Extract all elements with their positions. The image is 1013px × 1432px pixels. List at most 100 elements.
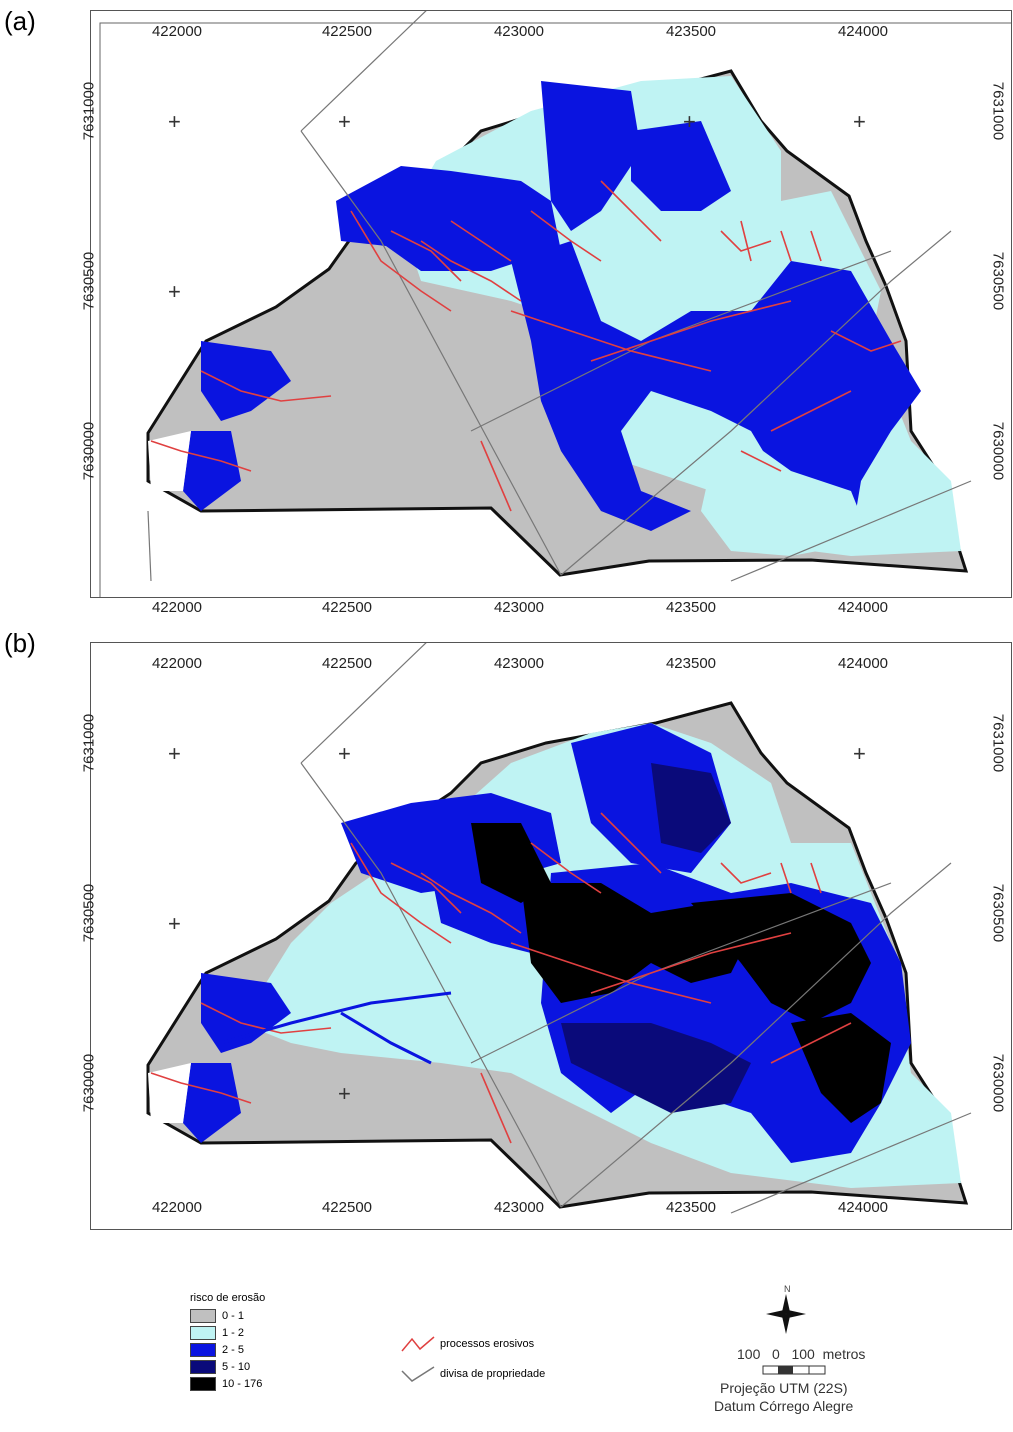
legend-class-label: 1 - 2 xyxy=(222,1327,245,1339)
north-arrow-icon xyxy=(766,1294,806,1334)
x-tick-top: 424000 xyxy=(837,655,889,672)
x-tick-bottom: 424000 xyxy=(837,599,889,616)
x-tick-top: 423000 xyxy=(493,655,545,672)
legend-line-property: divisa de propriedade xyxy=(400,1365,545,1383)
erosion-line-icon xyxy=(401,1336,435,1352)
drainage-lines-b xyxy=(220,991,452,1065)
y-tick-left: 7631000 xyxy=(80,713,98,773)
property-line-a5 xyxy=(730,480,972,582)
x-tick-top: 422000 xyxy=(151,23,203,40)
north-label: N xyxy=(784,1284,791,1294)
y-tick-left: 7630500 xyxy=(80,251,98,311)
property-line-a6 xyxy=(147,510,152,582)
property-line-b2 xyxy=(300,762,562,1208)
zone-b-dark3 xyxy=(521,883,751,1003)
zone-b-dark1 xyxy=(651,763,731,853)
zone-b-dark5 xyxy=(561,1023,751,1113)
legend-line-erosion: processos erosivos xyxy=(400,1335,534,1353)
y-tick-right: 7630000 xyxy=(989,1053,1007,1113)
grid-cross: + xyxy=(683,109,696,134)
y-tick-right: 7630500 xyxy=(989,883,1007,943)
grid-cross: + xyxy=(168,109,181,134)
map-a-canvas xyxy=(99,11,1011,597)
grid-cross: + xyxy=(853,109,866,134)
x-tick-top: 422500 xyxy=(321,23,373,40)
map-b-canvas xyxy=(146,643,972,1214)
legend-swatch xyxy=(190,1360,216,1374)
x-tick-bottom: 422500 xyxy=(321,1199,373,1216)
legend-title: risco de erosão xyxy=(190,1292,266,1304)
scale-text: 100 0 100 metros xyxy=(737,1346,866,1362)
x-tick-top: 423000 xyxy=(493,23,545,40)
legend-class-label: 2 - 5 xyxy=(222,1344,245,1356)
grid-cross: + xyxy=(338,109,351,134)
x-tick-bottom: 423500 xyxy=(665,599,717,616)
x-tick-bottom: 423000 xyxy=(493,599,545,616)
x-tick-top: 423500 xyxy=(665,655,717,672)
zone-b-blue5 xyxy=(201,973,291,1053)
legend-class-label: 10 - 176 xyxy=(222,1378,263,1390)
zone-a-blue3 xyxy=(631,121,731,211)
y-tick-left: 7630000 xyxy=(80,1053,98,1113)
property-line-a1 xyxy=(300,11,427,132)
x-tick-top: 423500 xyxy=(665,23,717,40)
x-tick-top: 422000 xyxy=(151,655,203,672)
property-line-a4 xyxy=(560,230,952,576)
zone-a-light2 xyxy=(701,421,871,556)
y-tick-left: 7630000 xyxy=(80,421,98,481)
property-line-b4 xyxy=(560,862,952,1208)
grid-cross: + xyxy=(168,911,181,936)
property-line-b1 xyxy=(300,643,427,764)
x-tick-bottom: 422000 xyxy=(151,599,203,616)
zone-a-blue2 xyxy=(541,81,641,231)
legend-class-1: 1 - 2 xyxy=(190,1326,244,1340)
datum-text: Datum Córrego Alegre xyxy=(714,1398,854,1414)
legend-class-label: 5 - 10 xyxy=(222,1361,251,1373)
legend-class-2: 2 - 5 xyxy=(190,1343,244,1357)
y-tick-right: 7631000 xyxy=(989,81,1007,141)
x-tick-bottom: 422500 xyxy=(321,599,373,616)
y-tick-right: 7630500 xyxy=(989,251,1007,311)
legend-line-label: divisa de propriedade xyxy=(440,1368,546,1380)
panel-label-b: (b) xyxy=(4,628,36,658)
y-tick-right: 7631000 xyxy=(989,713,1007,773)
grid-cross: + xyxy=(853,741,866,766)
grid-cross: + xyxy=(168,741,181,766)
legend-swatch xyxy=(190,1309,216,1323)
property-line-b5 xyxy=(730,1112,972,1214)
zone-a-blue1 xyxy=(336,166,561,271)
zone-b-blue6 xyxy=(183,1063,241,1143)
zone-a-white xyxy=(148,431,191,491)
grid-cross: + xyxy=(338,741,351,766)
legend-swatch xyxy=(190,1326,216,1340)
map-panel-a: + + + + + 422000 422500 423000 423500 42… xyxy=(81,10,1012,616)
y-tick-left: 7631000 xyxy=(80,81,98,141)
projection-text: Projeção UTM (22S) xyxy=(720,1380,848,1396)
map-panel-b: + + + + + 422000 422500 423000 423500 42… xyxy=(81,642,1012,1230)
legend-class-4: 10 - 176 xyxy=(190,1377,262,1391)
zone-a-blue6 xyxy=(183,431,241,511)
y-tick-left: 7630500 xyxy=(80,883,98,943)
property-line-a2 xyxy=(300,130,562,576)
zone-b-white xyxy=(148,1063,191,1123)
x-tick-bottom: 424000 xyxy=(837,1199,889,1216)
legend-class-0: 0 - 1 xyxy=(190,1309,244,1323)
scale-bar-icon xyxy=(762,1365,826,1375)
legend-class-3: 5 - 10 xyxy=(190,1360,250,1374)
panel-label-a: (a) xyxy=(4,6,36,36)
x-tick-bottom: 422000 xyxy=(151,1199,203,1216)
zone-a-blue4 xyxy=(511,241,921,541)
legend-line-label: processos erosivos xyxy=(440,1338,535,1350)
grid-cross: + xyxy=(168,279,181,304)
legend-class-label: 0 - 1 xyxy=(222,1310,245,1322)
legend-swatch xyxy=(190,1377,216,1391)
x-tick-top: 422500 xyxy=(321,655,373,672)
zone-a-blue5 xyxy=(201,341,291,421)
x-tick-top: 424000 xyxy=(837,23,889,40)
x-tick-bottom: 423000 xyxy=(493,1199,545,1216)
erosion-lines-b xyxy=(150,812,852,1144)
x-tick-bottom: 423500 xyxy=(665,1199,717,1216)
legend-swatch xyxy=(190,1343,216,1357)
erosion-lines-a xyxy=(150,180,902,512)
zone-b-dark4 xyxy=(691,893,871,1023)
